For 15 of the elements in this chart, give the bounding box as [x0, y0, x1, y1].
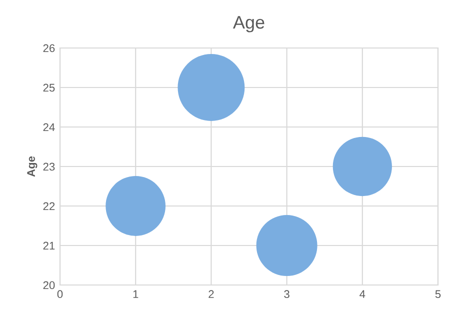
y-tick-label: 23 — [43, 162, 55, 171]
x-tick-label: 4 — [360, 290, 366, 298]
x-tick-label: 2 — [208, 290, 214, 298]
y-tick-label: 22 — [43, 202, 55, 210]
y-tick-label: 26 — [43, 44, 55, 52]
x-tick-label: 5 — [435, 290, 441, 298]
x-tick-label: 1 — [133, 290, 138, 298]
y-tick-label: 25 — [43, 84, 55, 92]
x-tick-label: 0 — [57, 290, 63, 298]
y-axis-title: Age — [27, 156, 38, 177]
y-tick-label: 24 — [43, 123, 55, 132]
y-tick-label: 20 — [43, 281, 55, 290]
y-tick-label: 21 — [43, 242, 55, 250]
chart-title: Age — [232, 16, 264, 32]
x-tick-label: 3 — [284, 290, 290, 298]
